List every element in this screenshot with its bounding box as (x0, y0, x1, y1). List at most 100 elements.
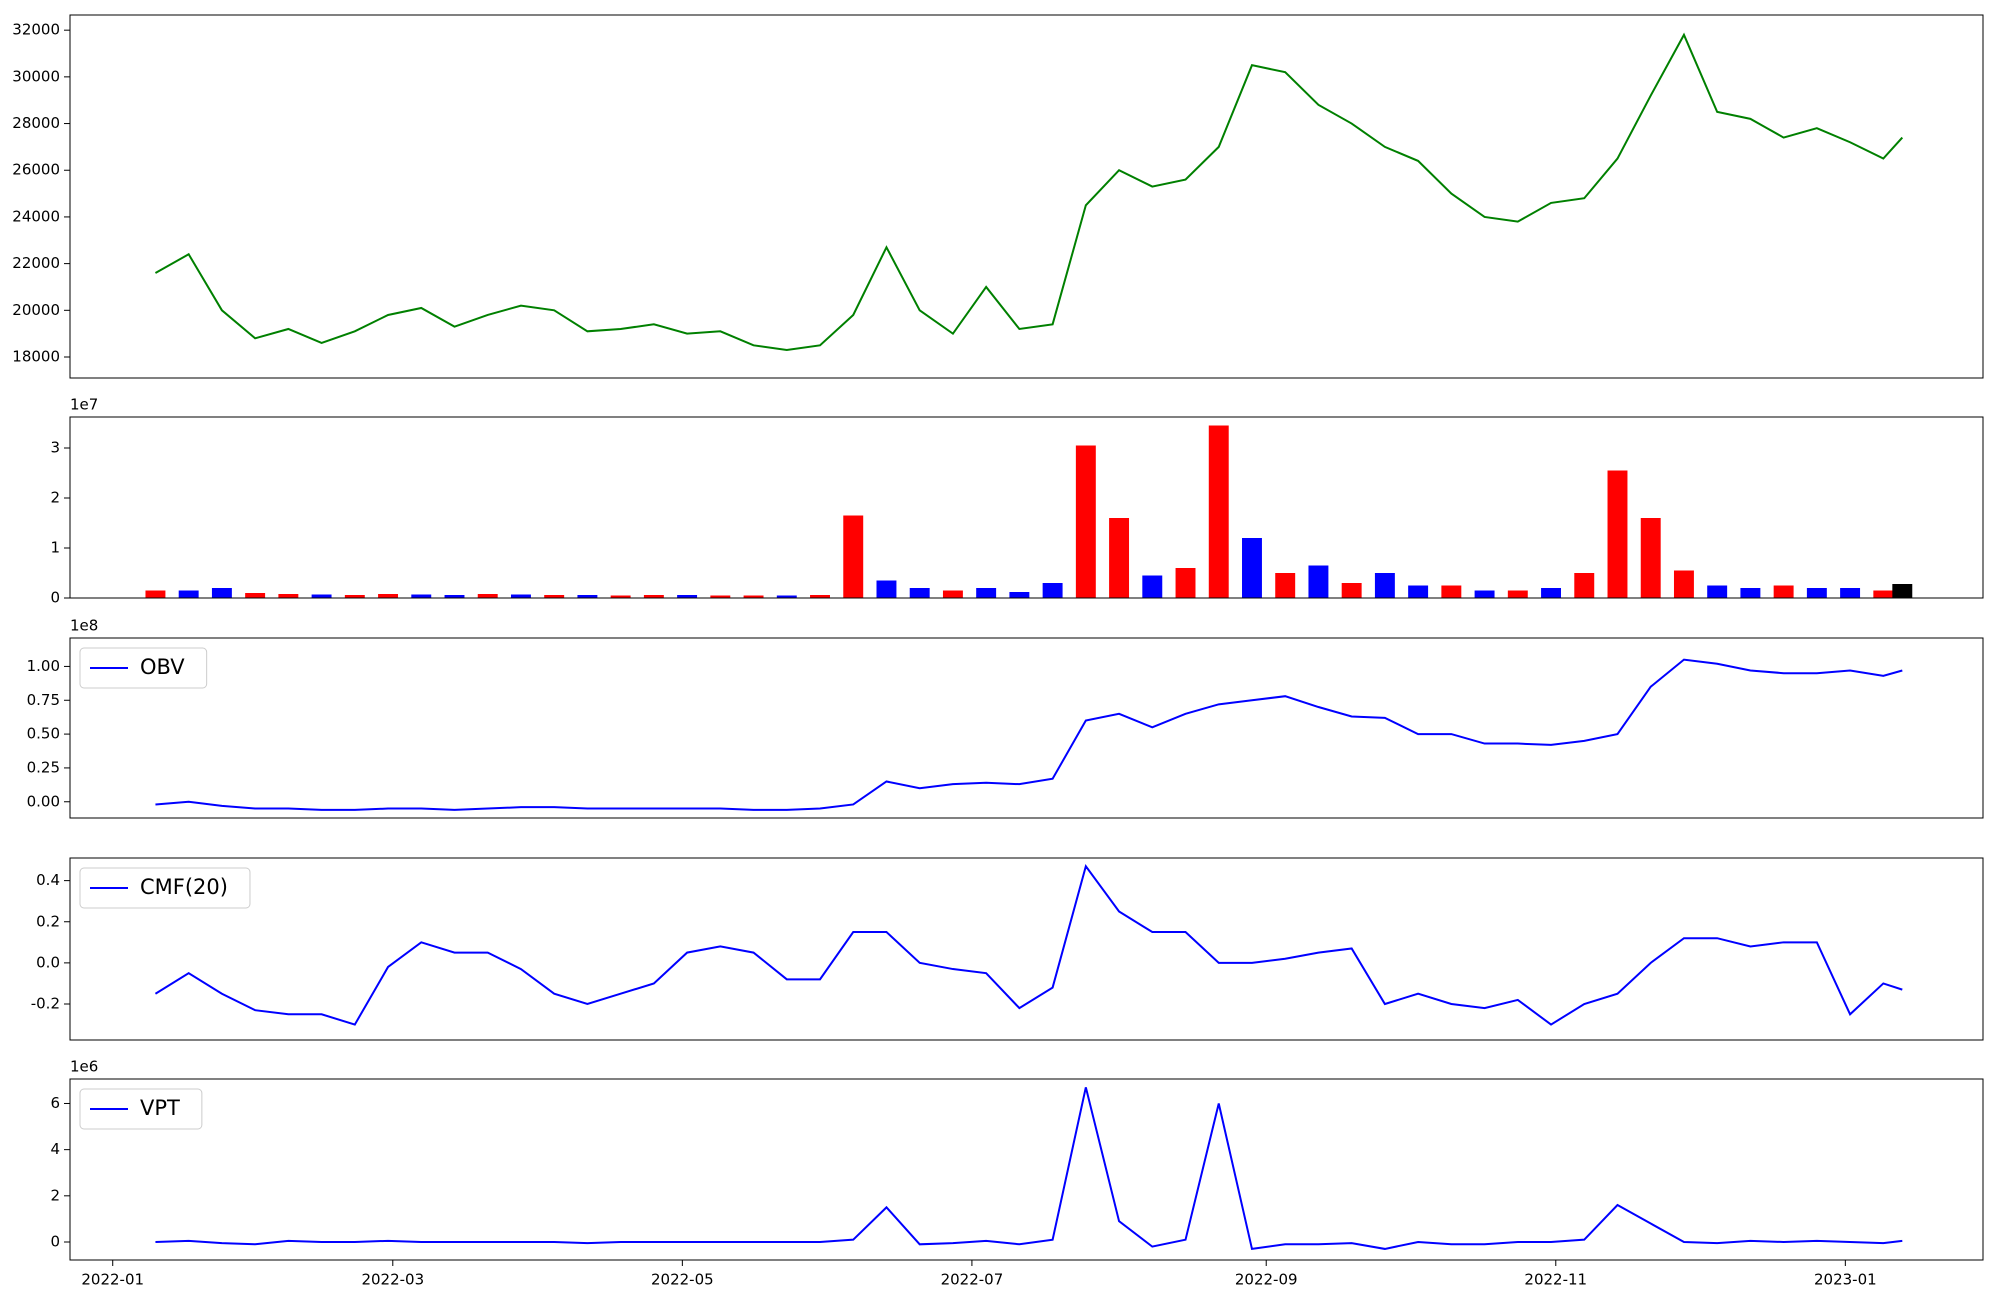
bar (1673, 570, 1694, 598)
bar (643, 595, 664, 598)
bar (1574, 573, 1595, 598)
y-tick-label: 0.2 (36, 912, 60, 930)
legend-label: VPT (140, 1096, 180, 1120)
x-tick-label: 2022-09 (1235, 1271, 1298, 1289)
y-tick-label: 0.4 (36, 871, 60, 889)
offset-label: 1e7 (70, 396, 98, 414)
bar (510, 594, 531, 598)
bar (278, 594, 299, 598)
panel: -0.2 0.0 0.2 0.4 CMF(20) (31, 857, 1984, 1041)
plot-frame (69, 1078, 1984, 1261)
bar (577, 595, 598, 598)
legend-box (79, 1088, 203, 1130)
bar (1840, 588, 1861, 598)
plot-frame (69, 14, 1984, 379)
legend-box (79, 647, 208, 689)
y-tick-label: 6 (50, 1094, 60, 1112)
bar (1408, 585, 1429, 598)
bar (311, 594, 332, 598)
bar (1142, 575, 1163, 598)
bar (1892, 584, 1913, 598)
x-tick-label: 2022-11 (1524, 1271, 1587, 1289)
bar (909, 588, 930, 598)
y-tick-label: 24000 (12, 207, 60, 225)
panel: 0.00 0.25 0.50 0.75 1.00 1e8 OBV (27, 617, 1984, 819)
legend-label: OBV (140, 655, 185, 679)
bar (378, 594, 399, 598)
x-tick-label: 2022-03 (361, 1271, 424, 1289)
line (154, 32, 1904, 351)
plot-frame (69, 416, 1984, 599)
bar (776, 595, 797, 598)
offset-label: 1e6 (70, 1058, 98, 1076)
y-tick-label: 26000 (12, 161, 60, 179)
x-tick-label: 2022-07 (941, 1271, 1004, 1289)
bar (178, 590, 199, 598)
y-tick-label: 0.50 (27, 725, 60, 743)
y-tick-label: 2 (50, 1186, 60, 1204)
y-tick-label: 22000 (12, 254, 60, 272)
bar (1541, 588, 1562, 598)
plot-frame (69, 637, 1984, 819)
bar (1109, 518, 1130, 598)
bar (976, 588, 997, 598)
bar (1308, 565, 1329, 598)
bar (145, 590, 166, 598)
bar (1042, 583, 1063, 598)
bar (942, 590, 963, 598)
bar (1707, 585, 1728, 598)
bar (810, 595, 830, 598)
y-tick-label: 0 (50, 589, 60, 607)
bar (344, 595, 365, 598)
bar (1208, 425, 1229, 598)
bar (544, 595, 565, 598)
panel: 18000 20000 22000 24000 26000 28000 30000 32000 (12, 14, 1984, 379)
y-tick-label: -0.2 (31, 995, 60, 1013)
y-tick-label: 20000 (12, 301, 60, 319)
bar (710, 595, 731, 598)
bar (1441, 585, 1462, 598)
y-tick-label: 1.00 (27, 657, 60, 675)
y-tick-label: 3 (50, 439, 60, 457)
bar (1607, 470, 1628, 598)
line (154, 863, 1903, 1026)
panel: 0 1 2 3 1e7 (50, 396, 1984, 607)
line (155, 1087, 1903, 1251)
bar (1740, 588, 1761, 598)
bar (1873, 590, 1894, 598)
x-tick-label: 2022-01 (81, 1271, 144, 1289)
bar (245, 593, 266, 598)
legend: VPT (79, 1088, 203, 1130)
bar (1075, 445, 1096, 598)
bar (1806, 588, 1827, 598)
bar (1009, 592, 1030, 598)
bar (876, 580, 897, 598)
bar (1640, 518, 1661, 598)
bar (610, 595, 631, 598)
bar (1341, 583, 1362, 598)
legend-label: CMF(20) (140, 875, 228, 899)
y-tick-label: 0.00 (27, 792, 60, 810)
y-tick-label: 2 (50, 489, 60, 507)
bar (743, 595, 764, 598)
bar (1374, 573, 1395, 598)
bar (211, 588, 232, 598)
y-tick-label: 1 (50, 539, 60, 557)
y-tick-label: 32000 (12, 21, 60, 39)
offset-label: 1e8 (70, 617, 98, 635)
bar (1474, 590, 1495, 598)
y-tick-label: 0.0 (36, 953, 60, 971)
y-tick-label: 4 (50, 1140, 60, 1158)
y-tick-label: 30000 (12, 67, 60, 85)
bar (477, 594, 498, 598)
bar (677, 595, 698, 598)
plot-frame (69, 857, 1984, 1041)
bar (1507, 590, 1528, 598)
bar (843, 515, 864, 598)
bar (1275, 573, 1296, 598)
x-tick-label: 2022-05 (651, 1271, 714, 1289)
panel: 0 2 4 6 1e6 2022-01 2022-03 2022-05 2022-07 2022-… (50, 1058, 1984, 1289)
y-tick-label: 0 (50, 1232, 60, 1250)
